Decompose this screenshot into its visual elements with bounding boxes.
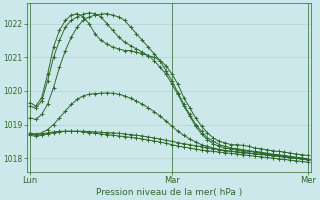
X-axis label: Pression niveau de la mer( hPa ): Pression niveau de la mer( hPa ) bbox=[96, 188, 242, 197]
